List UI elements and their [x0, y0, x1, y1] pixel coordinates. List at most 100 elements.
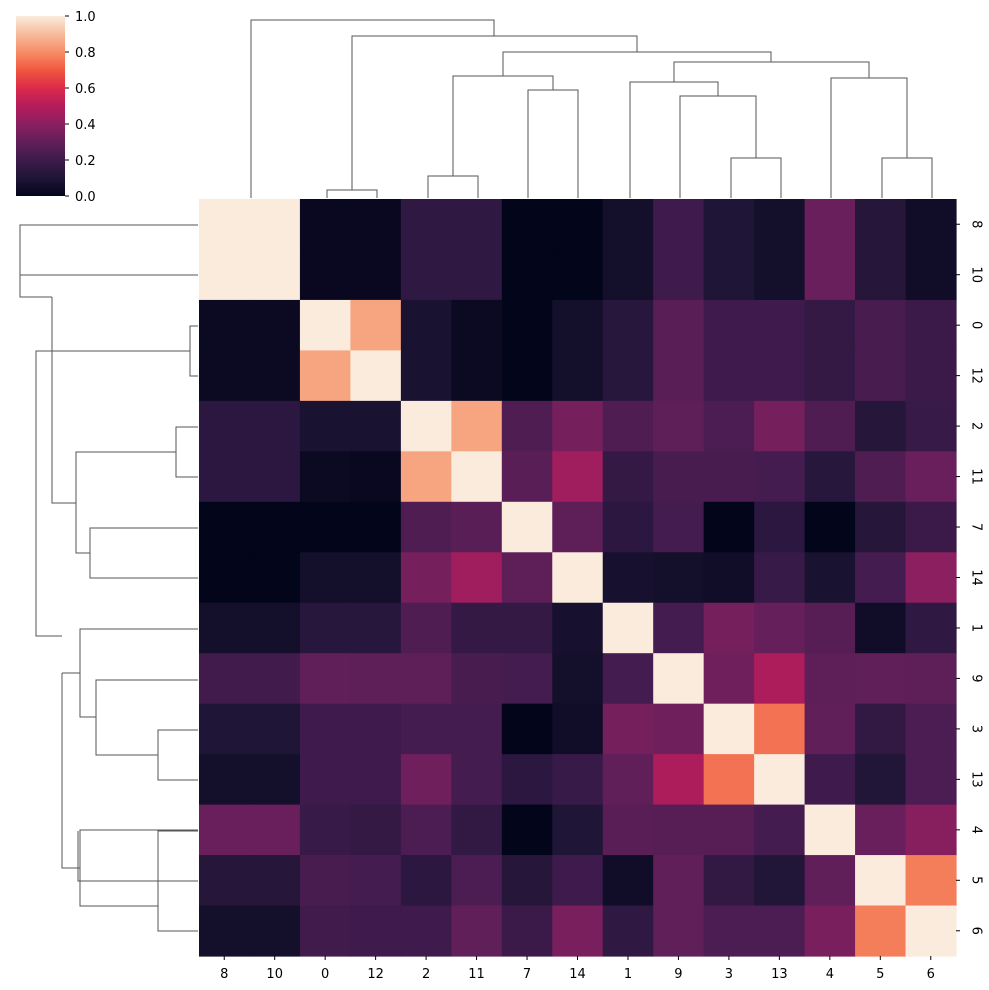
x-tick-label: 9 — [674, 967, 682, 982]
heatmap-cell — [451, 451, 503, 503]
heatmap-cell — [249, 501, 301, 553]
x-tick-label: 1 — [624, 967, 632, 982]
heatmap-cell — [249, 451, 301, 503]
heatmap-cell — [552, 199, 604, 251]
heatmap-cell — [804, 451, 856, 503]
heatmap-cell — [249, 905, 301, 957]
heatmap-cell — [552, 855, 604, 907]
heatmap-cell — [653, 249, 705, 301]
heatmap-cell — [855, 653, 907, 705]
heatmap-cell — [299, 703, 351, 755]
heatmap-cell — [905, 703, 957, 755]
colorbar-tick-label: 0.0 — [75, 190, 96, 205]
colorbar: 0.0 0.2 0.4 0.6 0.8 1.0 — [16, 10, 96, 205]
heatmap-cell — [501, 855, 553, 907]
heatmap — [199, 199, 957, 957]
heatmap-cell — [855, 703, 907, 755]
y-tick-label: 9 — [969, 674, 984, 682]
heatmap-cell — [804, 905, 856, 957]
heatmap-cell — [653, 602, 705, 654]
heatmap-cell — [804, 855, 856, 907]
y-tick-label: 2 — [969, 422, 984, 430]
heatmap-cell — [299, 855, 351, 907]
x-tick-label: 10 — [266, 967, 283, 982]
x-tick-label: 6 — [927, 967, 935, 982]
heatmap-cell — [501, 249, 553, 301]
heatmap-cell — [905, 451, 957, 503]
heatmap-cell — [653, 804, 705, 856]
heatmap-cell — [451, 754, 503, 806]
heatmap-cell — [703, 199, 755, 251]
y-axis-ticks: 8 10 0 12 2 11 7 14 1 9 3 13 4 5 6 — [956, 220, 984, 935]
heatmap-cell — [653, 552, 705, 604]
heatmap-cell — [905, 400, 957, 452]
heatmap-cell — [905, 855, 957, 907]
heatmap-cell — [602, 552, 654, 604]
heatmap-cell — [451, 299, 503, 351]
heatmap-cell — [299, 451, 351, 503]
heatmap-cell — [552, 552, 604, 604]
heatmap-cell — [703, 653, 755, 705]
heatmap-cell — [249, 855, 301, 907]
heatmap-cell — [703, 249, 755, 301]
heatmap-cell — [804, 602, 856, 654]
heatmap-cell — [905, 299, 957, 351]
heatmap-cell — [703, 754, 755, 806]
heatmap-cell — [501, 299, 553, 351]
heatmap-cell — [299, 653, 351, 705]
colorbar-tick-label: 0.8 — [75, 46, 96, 61]
heatmap-cell — [905, 501, 957, 553]
heatmap-cell — [552, 754, 604, 806]
heatmap-cell — [754, 703, 806, 755]
colorbar-gradient — [16, 16, 65, 196]
heatmap-cell — [400, 804, 452, 856]
heatmap-cell — [199, 804, 251, 856]
heatmap-cell — [804, 501, 856, 553]
heatmap-cell — [199, 299, 251, 351]
heatmap-cell — [350, 602, 402, 654]
heatmap-cell — [552, 249, 604, 301]
heatmap-cell — [703, 602, 755, 654]
heatmap-cell — [199, 905, 251, 957]
heatmap-cell — [552, 905, 604, 957]
heatmap-cell — [905, 350, 957, 402]
y-tick-label: 12 — [969, 367, 984, 384]
heatmap-cell — [602, 400, 654, 452]
heatmap-cell — [350, 552, 402, 604]
heatmap-cell — [754, 855, 806, 907]
row-dendrogram — [19, 224, 198, 932]
y-tick-label: 1 — [969, 624, 984, 632]
y-tick-label: 3 — [969, 725, 984, 733]
heatmap-cell — [299, 804, 351, 856]
heatmap-cell — [653, 451, 705, 503]
heatmap-cell — [501, 400, 553, 452]
heatmap-cell — [350, 855, 402, 907]
heatmap-cell — [249, 199, 301, 251]
heatmap-cell — [299, 501, 351, 553]
heatmap-cell — [905, 199, 957, 251]
heatmap-cell — [905, 653, 957, 705]
heatmap-cell — [552, 501, 604, 553]
heatmap-cell — [350, 249, 402, 301]
heatmap-cell — [350, 905, 402, 957]
heatmap-cell — [653, 501, 705, 553]
heatmap-cell — [703, 350, 755, 402]
heatmap-cell — [501, 199, 553, 251]
heatmap-cell — [451, 703, 503, 755]
heatmap-cell — [350, 451, 402, 503]
heatmap-cell — [653, 653, 705, 705]
heatmap-cell — [754, 653, 806, 705]
heatmap-cell — [602, 451, 654, 503]
heatmap-cell — [905, 249, 957, 301]
heatmap-cell — [501, 501, 553, 553]
heatmap-cell — [249, 754, 301, 806]
heatmap-cell — [602, 804, 654, 856]
heatmap-cell — [249, 400, 301, 452]
heatmap-cell — [249, 804, 301, 856]
heatmap-cell — [350, 653, 402, 705]
heatmap-cell — [653, 703, 705, 755]
heatmap-cell — [350, 199, 402, 251]
heatmap-cell — [199, 350, 251, 402]
y-tick-label: 14 — [969, 569, 984, 586]
heatmap-cell — [855, 299, 907, 351]
